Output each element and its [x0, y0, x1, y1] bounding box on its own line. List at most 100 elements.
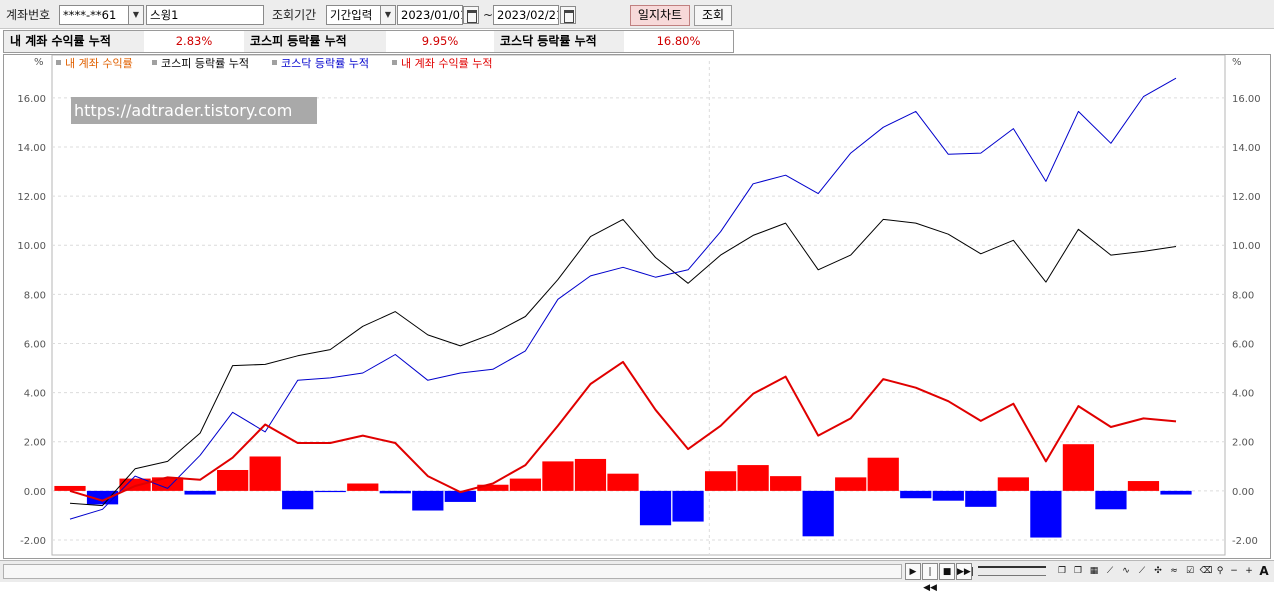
- daily-return-bar: [639, 490, 672, 526]
- query-toolbar: 계좌번호 ****-**61 ▼ 스윙1 조회기간 기간입력 ▼ 2023/01…: [0, 0, 1274, 29]
- wave-icon[interactable]: ≈: [1170, 566, 1178, 576]
- account-label: 계좌번호: [6, 8, 51, 22]
- y-tick-label-left: 2.00: [24, 438, 46, 449]
- daily-return-bar: [412, 490, 444, 511]
- y-tick-label-left: 14.00: [17, 143, 46, 154]
- chart-control-bar: ▶ |◀◀ ■ ▶▶| ❐ ❐ ▦ ⟋ ∿ ⟋ ✣ ≈ ☑ ⌫ ⚲ − + A: [0, 560, 1274, 593]
- daily-return-bar: [900, 490, 932, 499]
- daily-return-bar: [542, 461, 574, 491]
- daily-return-bar: [672, 490, 704, 522]
- returns-chart: -2.00 -2.00 0.00 0.00 2.00 2.00 4.00 4.00 6.00 6.…: [17, 55, 1261, 558]
- period-label: 조회기간: [272, 8, 317, 22]
- daily-return-bar: [282, 490, 314, 510]
- kosdaq-change-label: 코스닥 등락률 누적: [494, 31, 624, 52]
- daily-return-bar: [347, 483, 379, 491]
- legend-marker: [392, 60, 397, 65]
- daily-return-bar: [867, 457, 899, 491]
- zoom-out-icon[interactable]: −: [1230, 566, 1238, 576]
- daily-return-bar: [1030, 490, 1062, 538]
- daily-return-bar: [1127, 481, 1160, 491]
- daily-return-bar: [607, 473, 639, 491]
- stop-icon[interactable]: ■: [939, 563, 955, 580]
- legend-entry: 내 계좌 수익률 누적: [401, 57, 492, 70]
- zoom-slider[interactable]: [978, 566, 1046, 576]
- duplicate-icon[interactable]: ❐: [1073, 566, 1083, 576]
- legend-marker: [272, 60, 277, 65]
- daily-return-bar: [704, 471, 737, 491]
- daily-return-bar: [737, 465, 769, 491]
- daily-return-bar: [379, 490, 411, 494]
- summary-bar: 내 계좌 수익률 누적 2.83% 코스피 등락률 누적 9.95% 코스닥 등…: [3, 30, 734, 53]
- daily-return-bar: [1095, 490, 1127, 510]
- account-cumulative-line: [69, 360, 1177, 502]
- y-tick-label-right: 2.00: [1232, 438, 1254, 449]
- daily-return-bar: [54, 485, 86, 491]
- kosdaq-line: [69, 77, 1177, 520]
- start-date-input[interactable]: 2023/01/01: [397, 5, 463, 25]
- kospi-change-value: 9.95%: [421, 34, 459, 48]
- fan-icon[interactable]: ⟋: [1138, 566, 1146, 576]
- start-calendar-icon[interactable]: [463, 6, 479, 24]
- kospi-change-label: 코스피 등락률 누적: [244, 31, 386, 52]
- y-tick-label-right: 4.00: [1232, 389, 1254, 400]
- daily-return-bar: [249, 456, 281, 491]
- y-tick-label-right: -2.00: [1232, 536, 1258, 547]
- magnifier-icon[interactable]: ⚲: [1216, 566, 1224, 576]
- y-tick-label-left: 12.00: [17, 192, 46, 203]
- first-page-icon[interactable]: |◀◀: [922, 563, 938, 593]
- daily-return-bar: [444, 490, 476, 502]
- legend-entry: 내 계좌 수익률: [65, 57, 133, 70]
- daily-return-bar: [932, 490, 964, 501]
- y-tick-label-left: 4.00: [24, 389, 46, 400]
- daily-return-bar: [1160, 490, 1192, 495]
- cross-icon[interactable]: ✣: [1154, 566, 1162, 576]
- account-name-field[interactable]: 스윙1: [146, 5, 264, 25]
- daily-return-bar: [770, 476, 802, 491]
- last-page-icon[interactable]: ▶▶|: [956, 563, 974, 580]
- eraser-icon[interactable]: ⌫: [1199, 566, 1213, 576]
- chart-panel[interactable]: -2.00 -2.00 0.00 0.00 2.00 2.00 4.00 4.00 6.00 6.…: [3, 54, 1271, 559]
- y-tick-label-right: 8.00: [1232, 290, 1254, 301]
- period-mode-select[interactable]: 기간입력: [326, 5, 382, 25]
- copy-icon[interactable]: ❐: [1057, 566, 1067, 576]
- trend-icon[interactable]: ⟋: [1106, 566, 1114, 576]
- y-tick-label-right: 10.00: [1232, 241, 1261, 252]
- period-mode-dropdown-icon[interactable]: ▼: [380, 5, 396, 25]
- query-button[interactable]: 조회: [694, 5, 732, 26]
- kospi-line: [69, 218, 1177, 507]
- y-tick-label-left: 0.00: [24, 487, 46, 498]
- y-tick-label-left: 10.00: [17, 241, 46, 252]
- daily-return-bar: [835, 477, 867, 491]
- daily-return-bar: [217, 469, 249, 491]
- y-tick-label-right: 12.00: [1232, 192, 1261, 203]
- horizontal-scrollbar[interactable]: [3, 564, 902, 579]
- legend-marker: [56, 60, 61, 65]
- account-dropdown-icon[interactable]: ▼: [128, 5, 144, 25]
- daily-return-bar: [477, 484, 509, 491]
- y-tick-label-left: 6.00: [24, 339, 46, 350]
- line-tool-icon[interactable]: ∿: [1122, 566, 1130, 576]
- daily-return-bar: [509, 478, 542, 491]
- scroll-right-icon[interactable]: ▶: [905, 563, 921, 580]
- grid-icon[interactable]: ▦: [1089, 566, 1099, 576]
- y-tick-label-left: -2.00: [20, 536, 46, 547]
- y-tick-label-right: 14.00: [1232, 143, 1261, 154]
- daily-return-bar: [802, 490, 834, 537]
- date-range-tilde: ~: [483, 8, 494, 22]
- y-tick-label-right: 0.00: [1232, 487, 1254, 498]
- account-number-select[interactable]: ****-**61: [59, 5, 129, 25]
- zoom-in-icon[interactable]: +: [1245, 566, 1253, 576]
- daily-return-bar: [997, 477, 1029, 491]
- y-tick-label-right: 16.00: [1232, 94, 1261, 105]
- account-return-value: 2.83%: [175, 34, 213, 48]
- end-calendar-icon[interactable]: [560, 6, 576, 24]
- y-tick-label-left: 16.00: [17, 94, 46, 105]
- end-date-input[interactable]: 2023/02/21: [493, 5, 559, 25]
- daily-return-bar: [184, 490, 216, 495]
- text-tool-icon[interactable]: A: [1259, 564, 1269, 578]
- daily-chart-button[interactable]: 일지차트: [630, 5, 690, 26]
- check-icon[interactable]: ☑: [1185, 566, 1195, 576]
- daily-return-bar: [119, 478, 151, 491]
- legend-marker: [152, 60, 157, 65]
- watermark-text: https://adtrader.tistory.com: [71, 97, 317, 124]
